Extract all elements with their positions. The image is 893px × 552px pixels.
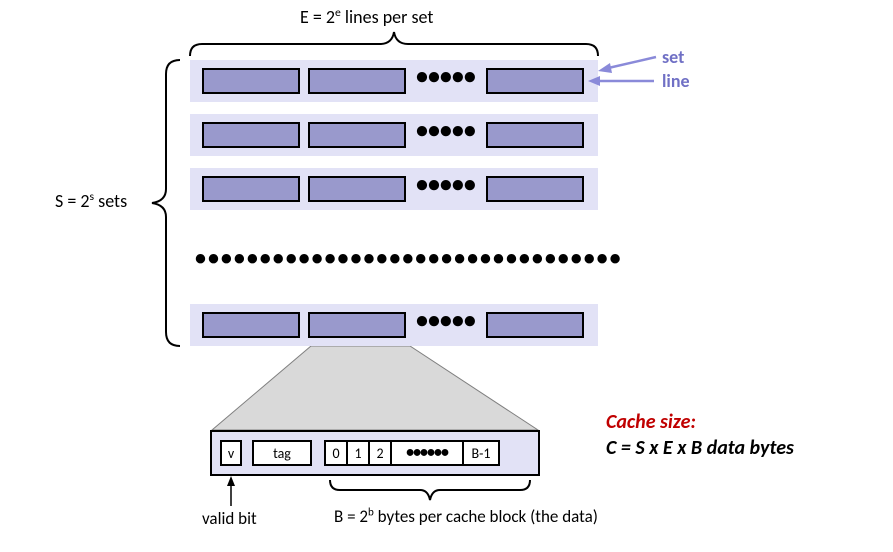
tag-cell: tag <box>252 440 312 466</box>
cache-line <box>202 122 300 148</box>
cache-line <box>202 176 300 202</box>
byte-cell-0: 0 <box>324 440 346 466</box>
left-brace-label: S = 2s sets <box>55 190 127 212</box>
vertical-ellipsis: ••••••••••••••••••••••••••••••••• <box>195 244 595 271</box>
valid-bit-cell: v <box>220 440 242 466</box>
set-row-2: ••••• <box>190 168 598 210</box>
top-brace <box>188 30 600 58</box>
line-label: line <box>662 70 690 92</box>
cache-line <box>486 68 584 94</box>
cache-line <box>202 312 300 338</box>
cache-line-detail: v tag 0 1 2 •••••• B-1 <box>210 430 540 476</box>
set-arrow <box>598 53 658 75</box>
cache-line <box>486 122 584 148</box>
bottom-brace <box>328 478 532 502</box>
ellipsis-dots: ••••• <box>416 126 476 136</box>
byte-cell-1: 1 <box>346 440 368 466</box>
set-row-1: ••••• <box>190 114 598 156</box>
ellipsis-dots: ••••• <box>416 316 476 326</box>
cache-line <box>308 122 406 148</box>
byte-cell-2: 2 <box>368 440 390 466</box>
byte-cell-last: B-1 <box>462 440 500 466</box>
line-arrow <box>588 74 656 88</box>
top-brace-label: E = 2e lines per set <box>300 6 433 28</box>
cache-size-formula: C = S x E x B data bytes <box>606 436 794 460</box>
valid-bit-arrow <box>225 476 237 508</box>
zoom-wedge <box>210 346 540 432</box>
set-row-last: ••••• <box>190 304 598 346</box>
cache-line <box>308 312 406 338</box>
left-brace <box>150 58 182 348</box>
ellipsis-dots: ••••• <box>416 180 476 190</box>
cache-line <box>486 312 584 338</box>
byte-cell-ellipsis: •••••• <box>390 440 462 466</box>
set-row-0: ••••• <box>190 60 598 102</box>
ellipsis-dots: ••••• <box>416 72 476 82</box>
bottom-brace-label: B = 2b bytes per cache block (the data) <box>334 504 598 527</box>
cache-line <box>308 68 406 94</box>
cache-line <box>308 176 406 202</box>
set-label: set <box>662 46 684 68</box>
cache-size-title: Cache size: <box>606 410 696 434</box>
cache-line <box>202 68 300 94</box>
valid-bit-label: valid bit <box>202 508 257 529</box>
cache-line <box>486 176 584 202</box>
